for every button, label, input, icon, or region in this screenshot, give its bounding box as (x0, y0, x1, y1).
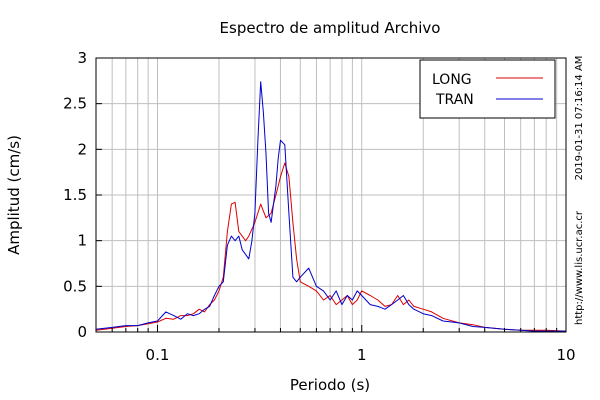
y-tick-label-5: 2.5 (63, 95, 87, 113)
x-tick-label-2: 10 (556, 346, 575, 364)
y-tick-label-6: 3 (77, 49, 87, 67)
legend-label-tran: TRAN (435, 92, 474, 108)
series-line-long (95, 162, 567, 332)
legend-label-long: LONG (432, 72, 472, 88)
x-axis-label: Periodo (s) (290, 376, 370, 394)
chart-title: Espectro de amplitud Archivo (220, 19, 441, 37)
x-tick-label-0: 0.1 (146, 346, 170, 364)
axis-ticks: 0 0.5 1 1.5 2 2.5 3 0.1 1 10 (63, 49, 575, 364)
timestamp-label: 2019-01-31 07:16:14 AM (574, 56, 585, 181)
legend: LONG TRAN (419, 59, 556, 119)
y-tick-label-4: 2 (77, 140, 87, 158)
y-tick-label-2: 1 (77, 232, 87, 250)
y-tick-label-3: 1.5 (63, 186, 87, 204)
y-axis-label: Amplitud (cm/s) (5, 135, 23, 255)
x-tick-label-1: 1 (357, 346, 367, 364)
series-line-tran (95, 81, 566, 332)
series-layer (95, 81, 567, 332)
y-tick-label-1: 0.5 (63, 277, 87, 295)
legend-box (419, 59, 556, 119)
source-url-label: http://www.lis.ucr.ac.cr (574, 210, 585, 325)
y-tick-label-0: 0 (77, 323, 87, 341)
